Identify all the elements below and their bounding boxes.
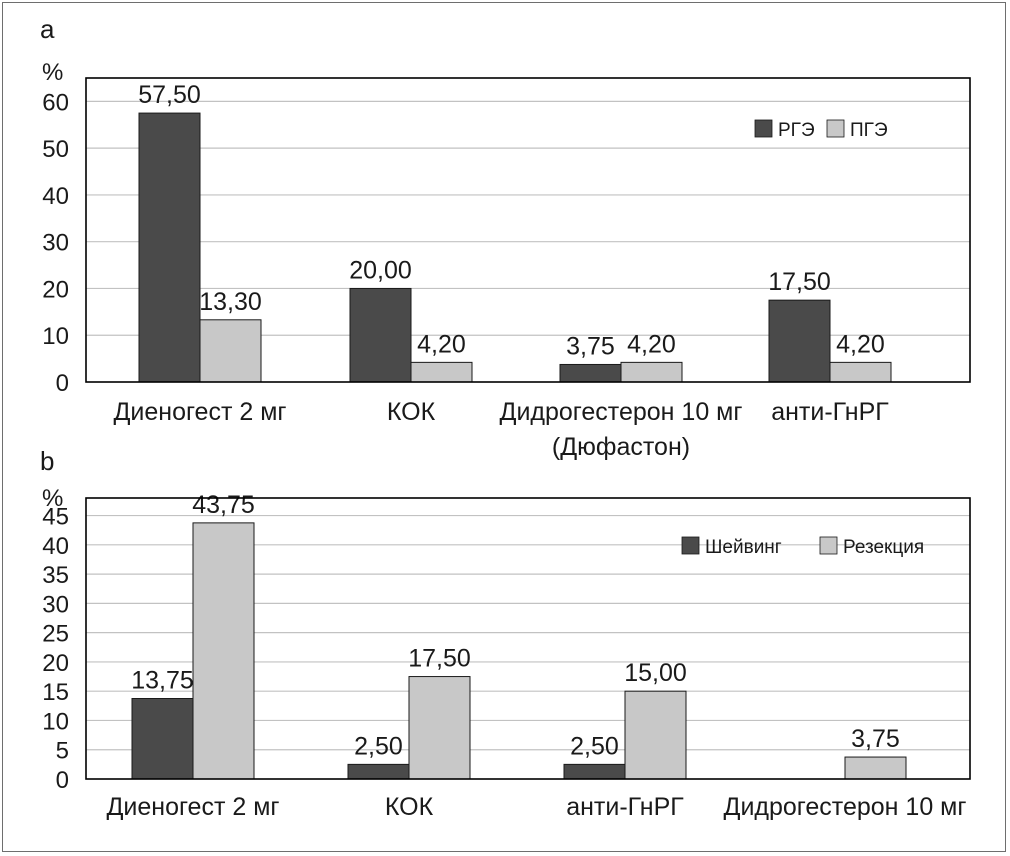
y-tick-label: 10: [42, 323, 69, 350]
x-category-label-line: анти-ГнРГ: [566, 793, 684, 821]
y-axis-unit: %: [42, 485, 63, 512]
y-tick-label: 30: [42, 230, 69, 257]
bar: [349, 287, 412, 383]
bar: [199, 319, 262, 383]
y-tick-label: 20: [42, 276, 69, 303]
panel-label-a: a: [40, 14, 55, 44]
y-tick-label: 60: [42, 89, 69, 116]
bar: [559, 363, 622, 383]
data-label: 2,50: [354, 732, 403, 760]
x-category-label-line: Дидрогестерон 10 мг: [724, 793, 967, 821]
y-tick-label: 0: [56, 767, 69, 794]
bar: [347, 763, 410, 780]
x-category-label-line: Дидрогестерон 10 мг: [500, 398, 743, 426]
data-label: 2,50: [570, 732, 619, 760]
bar: [620, 361, 683, 383]
y-tick-label: 0: [56, 370, 69, 397]
x-category-label: анти-ГнРГ: [566, 793, 684, 821]
data-label: 13,75: [131, 667, 194, 695]
bar: [192, 522, 255, 780]
x-category-label-line: Диеногест 2 мг: [106, 793, 279, 821]
data-label: 43,75: [192, 491, 255, 519]
bar: [410, 361, 473, 383]
data-label: 57,50: [138, 81, 201, 109]
legend-entry: ПГЭ: [850, 120, 888, 141]
data-label: 4,20: [417, 330, 466, 358]
bar: [563, 763, 626, 780]
legend-entry: Резекция: [843, 537, 924, 558]
bar: [768, 299, 831, 383]
y-tick-label: 30: [42, 591, 69, 618]
y-tick-label: 10: [42, 708, 69, 735]
data-label: 17,50: [408, 645, 471, 673]
bar: [131, 698, 194, 780]
y-tick-label: 45: [42, 504, 69, 531]
data-label: 20,00: [349, 256, 412, 284]
data-label: 3,75: [566, 332, 615, 360]
x-category-label: Диеногест 2 мг: [113, 398, 286, 426]
legend-swatch: [819, 536, 838, 555]
legend-swatch: [681, 536, 700, 555]
y-tick-label: 40: [42, 183, 69, 210]
data-label: 4,20: [836, 330, 885, 358]
x-category-label: анти-ГнРГ: [771, 398, 889, 426]
plot-area: [85, 77, 971, 383]
x-category-label: Дидрогестерон 10 мг (Дюфастон): [500, 398, 743, 461]
plot-area: [85, 497, 971, 780]
y-tick-label: 35: [42, 562, 69, 589]
data-label: 17,50: [768, 268, 831, 296]
data-label: 3,75: [851, 725, 900, 753]
legend-swatch: [826, 119, 845, 138]
y-tick-label: 5: [56, 738, 69, 765]
y-tick-label: 20: [42, 650, 69, 677]
x-category-label-line: Диеногест 2 мг: [113, 398, 286, 426]
x-category-label: Диеногест 2 мг: [106, 793, 279, 821]
bar: [138, 112, 201, 383]
x-category-label: КОК: [385, 793, 434, 821]
x-category-label-line: анти-ГнРГ: [771, 398, 889, 426]
bar: [408, 676, 471, 780]
data-label: 4,20: [627, 330, 676, 358]
bar: [829, 361, 892, 383]
x-category-label: КОК: [387, 398, 436, 426]
y-axis-unit: %: [42, 59, 63, 86]
data-label: 15,00: [624, 659, 687, 687]
y-tick-label: 25: [42, 621, 69, 648]
y-tick-label: 40: [42, 533, 69, 560]
y-tick-label: 15: [42, 679, 69, 706]
bar: [624, 690, 687, 780]
legend-entry: Шейвинг: [705, 537, 782, 558]
panel-label-b: b: [40, 446, 54, 476]
x-category-label-line: КОК: [387, 398, 436, 426]
legend-entry: РГЭ: [778, 120, 815, 141]
bar: [844, 756, 907, 780]
x-category-label: Дидрогестерон 10 мг: [724, 793, 967, 821]
legend-swatch: [754, 119, 773, 138]
data-label: 13,30: [199, 288, 262, 316]
x-category-label-line: (Дюфастон): [552, 433, 690, 461]
y-tick-label: 50: [42, 136, 69, 163]
x-category-label-line: КОК: [385, 793, 434, 821]
